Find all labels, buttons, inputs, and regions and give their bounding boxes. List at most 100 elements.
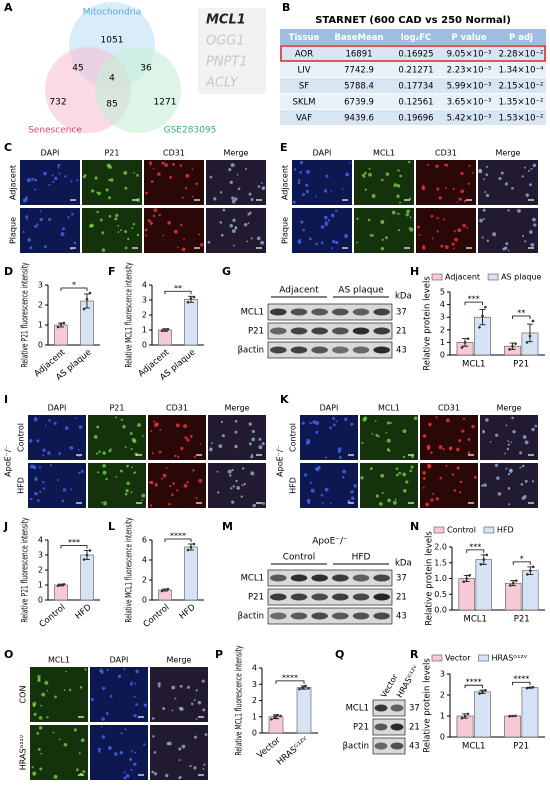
cell xyxy=(393,185,396,188)
cell xyxy=(456,447,460,452)
cell xyxy=(108,196,112,200)
cell xyxy=(460,189,465,194)
cell xyxy=(523,166,526,169)
data-point xyxy=(88,549,92,552)
band xyxy=(352,327,370,335)
kda-value: 43 xyxy=(396,612,407,622)
cell xyxy=(127,237,130,241)
cell xyxy=(144,228,148,232)
cell xyxy=(380,246,384,251)
cell xyxy=(126,464,129,468)
kda-value: 37 xyxy=(396,308,407,318)
cell xyxy=(347,499,351,503)
table-row-bg xyxy=(280,110,546,125)
cell xyxy=(293,168,297,171)
panel-letter: L xyxy=(108,520,115,533)
data-point xyxy=(460,346,464,349)
x-tick-label: P21 xyxy=(513,360,529,370)
cell xyxy=(57,166,60,169)
cell xyxy=(70,180,73,183)
cell xyxy=(150,223,152,226)
cell xyxy=(179,164,183,167)
cell xyxy=(98,750,101,753)
y-tick-label: 1 xyxy=(440,712,445,721)
cell xyxy=(117,674,122,679)
cell xyxy=(234,226,238,230)
channel-label: DAPI xyxy=(48,404,67,413)
cell xyxy=(119,750,124,755)
cell xyxy=(481,484,484,487)
y-tick-label: 4 xyxy=(440,300,445,309)
cell xyxy=(532,163,537,168)
cell xyxy=(119,469,123,473)
cell xyxy=(444,245,449,250)
cell xyxy=(304,473,308,477)
cell xyxy=(522,235,525,238)
cell xyxy=(199,443,202,446)
cell xyxy=(418,234,421,236)
cell xyxy=(192,469,195,472)
micrograph xyxy=(208,415,266,460)
cell xyxy=(260,240,265,245)
cell xyxy=(132,223,135,226)
band xyxy=(311,346,328,354)
cell xyxy=(468,164,471,168)
cell xyxy=(445,186,448,189)
cell xyxy=(33,417,38,422)
cell xyxy=(329,502,332,505)
cell xyxy=(479,218,483,223)
data-point xyxy=(531,565,535,569)
cell xyxy=(416,225,420,229)
cell xyxy=(384,236,388,240)
cell xyxy=(381,178,384,182)
kda-unit: kDa xyxy=(395,559,412,569)
cell xyxy=(32,704,36,707)
cell xyxy=(453,489,457,492)
cell xyxy=(460,171,464,176)
cell xyxy=(315,421,320,425)
panel-letter: H xyxy=(410,265,419,278)
cell xyxy=(108,165,113,169)
cell xyxy=(529,183,532,187)
cell xyxy=(219,191,223,194)
table-header: P adj xyxy=(509,33,533,43)
y-tick-label: 2 xyxy=(440,691,445,700)
cell xyxy=(133,713,137,718)
cell xyxy=(467,438,471,441)
data-point xyxy=(160,329,164,333)
cell xyxy=(350,496,355,500)
venn-count: 1051 xyxy=(101,36,124,46)
cell xyxy=(508,503,511,506)
channel-label: CD31 xyxy=(438,404,460,413)
cell xyxy=(47,451,51,455)
cell xyxy=(169,176,173,179)
cell xyxy=(498,176,502,181)
cell xyxy=(422,434,427,438)
cell xyxy=(451,473,455,476)
cell xyxy=(329,426,332,430)
cell xyxy=(305,183,309,187)
cell xyxy=(178,706,182,710)
cell xyxy=(133,172,136,174)
table-cell: LIV xyxy=(297,66,310,76)
x-tick-label: Control xyxy=(38,603,68,630)
cell xyxy=(186,481,189,484)
cell xyxy=(485,193,490,198)
data-point xyxy=(166,587,170,591)
cell xyxy=(123,771,126,774)
cell xyxy=(141,493,146,498)
y-axis-label: Relative protein levels xyxy=(423,658,433,753)
micrograph xyxy=(150,667,208,722)
band xyxy=(270,327,287,335)
cell xyxy=(517,209,521,213)
cell xyxy=(165,773,169,778)
cell xyxy=(496,476,500,480)
significance-label: * xyxy=(520,554,524,563)
cell xyxy=(129,757,133,761)
cell xyxy=(314,467,318,471)
cell xyxy=(53,421,57,425)
cell xyxy=(153,751,157,754)
venn-count: 85 xyxy=(106,100,117,110)
cell xyxy=(244,167,247,170)
cell xyxy=(45,424,47,427)
